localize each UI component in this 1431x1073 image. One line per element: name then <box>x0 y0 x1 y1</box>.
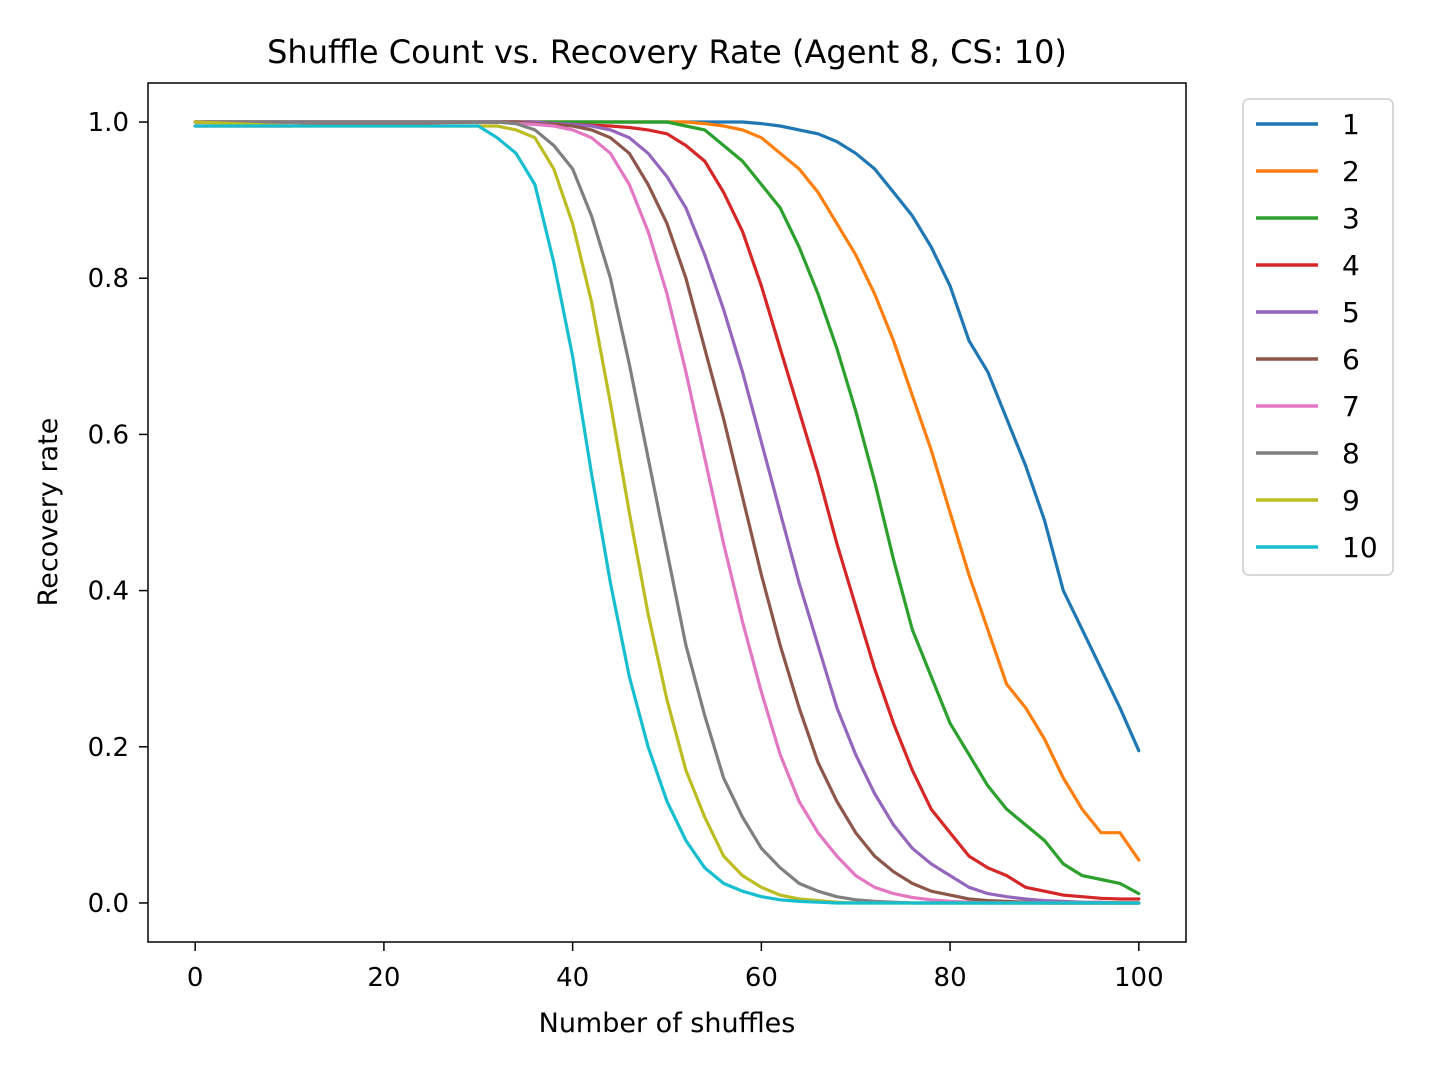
y-tick-label: 0.2 <box>88 733 129 763</box>
legend-label-10: 10 <box>1342 531 1378 564</box>
x-tick-label: 80 <box>934 963 967 993</box>
legend-label-8: 8 <box>1342 437 1360 470</box>
legend-label-9: 9 <box>1342 484 1360 517</box>
x-tick-label: 60 <box>745 963 778 993</box>
x-tick-label: 20 <box>367 963 400 993</box>
y-tick-label: 0.6 <box>88 420 129 450</box>
series-line-10 <box>193 124 1141 905</box>
plot-frame <box>147 82 1187 943</box>
y-axis-label: Recovery rate <box>33 418 64 607</box>
x-axis: 0 20 40 60 80 100 <box>187 942 1164 993</box>
y-tick-label: 0.4 <box>88 577 129 607</box>
y-tick-label: 0.8 <box>88 264 129 294</box>
x-tick-label: 100 <box>1114 963 1164 993</box>
legend-label-2: 2 <box>1342 155 1360 188</box>
chart-title: Shuffle Count vs. Recovery Rate (Agent 8… <box>267 33 1067 71</box>
y-tick-label: 1.0 <box>88 108 129 138</box>
series-lines <box>193 120 1141 905</box>
legend-label-3: 3 <box>1342 202 1360 235</box>
legend-label-7: 7 <box>1342 390 1360 423</box>
y-axis: 0.0 0.2 0.4 0.6 0.8 1.0 <box>88 108 148 919</box>
x-tick-label: 40 <box>556 963 589 993</box>
legend-label-4: 4 <box>1342 249 1360 282</box>
legend-label-5: 5 <box>1342 296 1360 329</box>
legend: 1 2 3 4 5 6 7 8 9 10 <box>1242 98 1394 576</box>
legend-label-6: 6 <box>1342 343 1360 376</box>
x-axis-label: Number of shuffles <box>539 1008 796 1039</box>
legend-label-1: 1 <box>1342 108 1360 141</box>
x-tick-label: 0 <box>187 963 204 993</box>
plot-area <box>147 82 1187 943</box>
y-tick-label: 0.0 <box>88 889 129 919</box>
